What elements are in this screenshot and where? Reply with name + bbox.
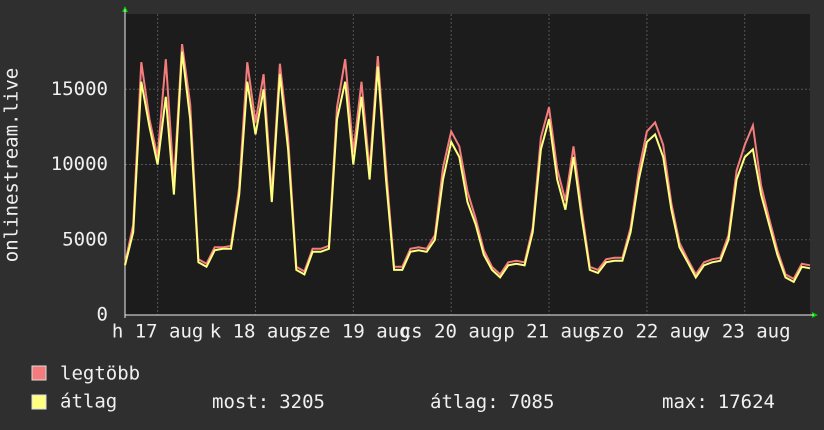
x-tick-label: cs 20 aug: [400, 321, 503, 343]
legend-label: legtöbb: [60, 363, 140, 385]
legend-swatch: [31, 394, 47, 410]
stat-value: 17624: [718, 391, 775, 413]
y-tick-label: 0: [97, 304, 108, 326]
y-axis-title: onlinestream.live: [1, 68, 23, 262]
series-line: [124, 51, 811, 284]
y-tick-label: 10000: [51, 153, 108, 175]
y-tick-label: 5000: [62, 228, 108, 250]
axis-arrow: [812, 312, 818, 318]
x-tick-label: p 21 aug: [503, 321, 595, 343]
legend-swatch: [31, 365, 47, 381]
stat-label: max:: [662, 391, 708, 413]
y-tick-label: 15000: [51, 78, 108, 100]
x-tick-label: h 17 aug: [112, 321, 204, 343]
legend-stat: átlag: 7085: [430, 391, 554, 413]
legend-label: átlag: [60, 391, 117, 413]
stat-value: 3205: [279, 391, 325, 413]
stat-label: átlag:: [430, 391, 499, 413]
x-tick-label: k 18 aug: [210, 321, 302, 343]
stat-value: 7085: [509, 391, 555, 413]
legend-stat: max: 17624: [662, 391, 775, 413]
legend-stat: most: 3205: [212, 391, 325, 413]
x-tick-label: v 23 aug: [699, 321, 791, 343]
x-tick-label: szo 22 aug: [590, 321, 704, 343]
x-tick-label: sze 19 aug: [296, 321, 410, 343]
plot-area: [125, 14, 810, 315]
stat-label: most:: [212, 391, 269, 413]
